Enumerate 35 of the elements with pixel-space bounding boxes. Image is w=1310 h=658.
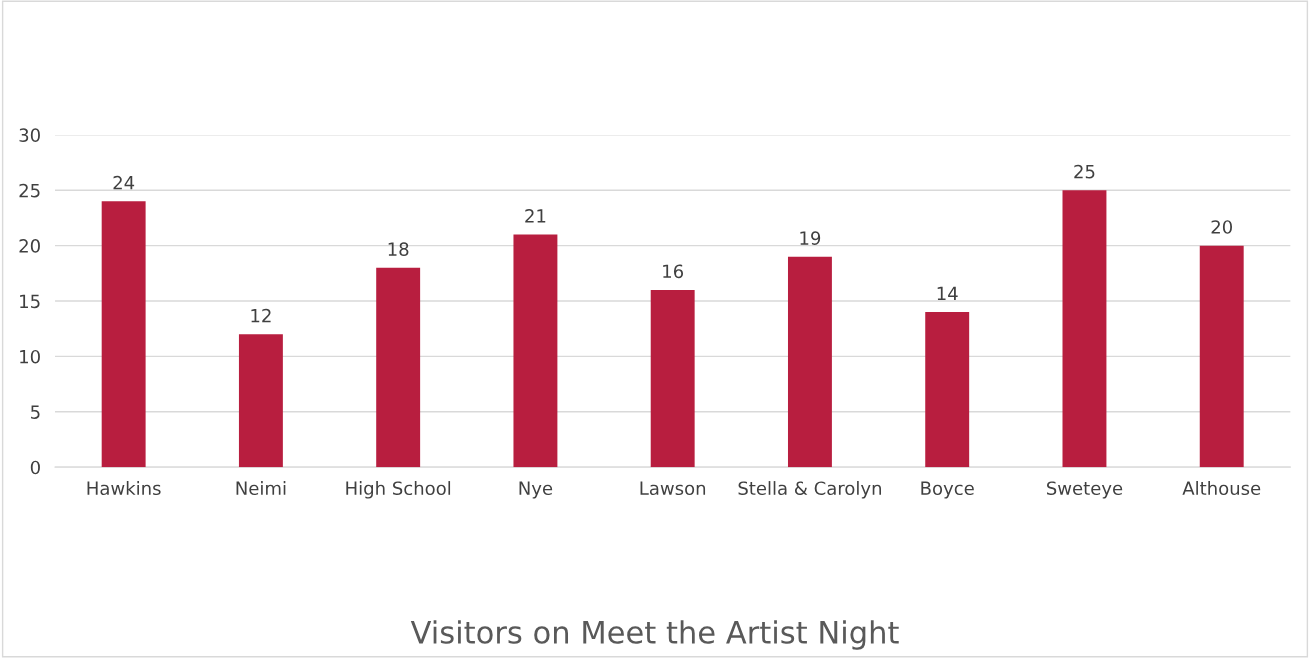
bar xyxy=(925,312,970,468)
x-tick-label: Stella & Carolyn xyxy=(738,481,881,499)
y-tick-label: 10 xyxy=(20,349,40,364)
data-label: 16 xyxy=(663,264,684,279)
x-tick-label: Neimi xyxy=(236,481,286,496)
bar xyxy=(238,334,283,468)
bar xyxy=(513,234,558,468)
y-tick-label: 15 xyxy=(20,294,40,309)
y-tick-label: 20 xyxy=(19,239,40,253)
x-tick-label: Hawkins xyxy=(87,481,161,496)
data-label: 21 xyxy=(525,209,546,223)
bar xyxy=(1199,245,1244,468)
x-tick-label: Althouse xyxy=(1182,481,1261,496)
y-tick-label: 30 xyxy=(19,128,40,143)
data-label: 24 xyxy=(113,175,135,190)
y-tick-label: 5 xyxy=(31,405,40,419)
bar xyxy=(376,267,421,468)
text: Visitors on Meet the Artist Night xyxy=(410,620,899,650)
x-tick-label: Nye xyxy=(519,481,553,499)
bar xyxy=(787,256,832,468)
bar xyxy=(1062,190,1107,468)
x-tick-label: Lawson xyxy=(640,481,706,496)
data-label: 12 xyxy=(251,308,271,323)
x-tick-label: Sweteye xyxy=(1046,481,1123,499)
data-label: 19 xyxy=(800,231,821,245)
data-label: 18 xyxy=(388,242,409,256)
y-tick-label: 25 xyxy=(19,183,40,198)
data-label: 25 xyxy=(1074,164,1095,179)
bar xyxy=(101,201,146,468)
data-label: 14 xyxy=(937,286,958,301)
x-tick-label: High School xyxy=(346,481,451,499)
y-tick-label: 0 xyxy=(30,460,40,475)
data-label: 20 xyxy=(1211,220,1233,234)
x-tick-label: Boyce xyxy=(921,481,974,499)
bar xyxy=(650,289,695,468)
